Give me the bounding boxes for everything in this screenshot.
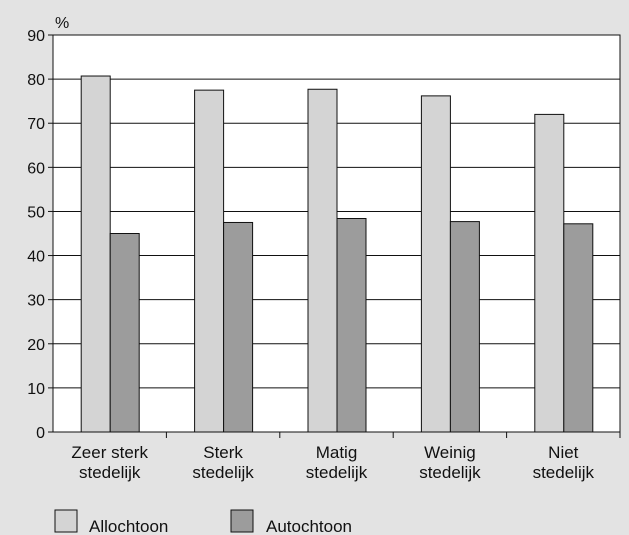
y-tick-label: 10 [27, 381, 45, 398]
legend-swatch-allochtoon [54, 509, 78, 533]
bar-autochtoon [223, 221, 254, 433]
bar-allochtoon [194, 89, 225, 433]
bar-autochtoon [109, 233, 140, 433]
bar-autochtoon [449, 221, 480, 433]
x-category-label: Niet [548, 443, 579, 462]
y-tick-label: 90 [27, 28, 45, 45]
bar-allochtoon [80, 75, 111, 433]
y-tick-label: 60 [27, 160, 45, 177]
bar-allochtoon [307, 88, 338, 433]
x-category-label: stedelijk [533, 463, 595, 482]
bar-autochtoon [563, 223, 594, 433]
bar-autochtoon [336, 218, 367, 433]
bar-allochtoon [534, 113, 565, 433]
y-tick-label: 0 [36, 425, 45, 442]
plot-frame [52, 34, 621, 433]
x-category-label: Matig [316, 443, 358, 462]
legend-label-autochtoon: Autochtoon [266, 517, 352, 535]
x-category-label: Weinig [424, 443, 476, 462]
legend-swatch-autochtoon [230, 509, 254, 533]
x-category-label: stedelijk [419, 463, 481, 482]
x-category-label: stedelijk [306, 463, 368, 482]
x-category-label: stedelijk [192, 463, 254, 482]
y-axis-unit: % [55, 15, 69, 32]
y-tick-label: 20 [27, 337, 45, 354]
x-category-label: Zeer sterk [71, 443, 148, 462]
y-tick-label: 80 [27, 72, 45, 89]
y-tick-label: 50 [27, 204, 45, 221]
x-axis-labels: Zeer sterkstedelijkSterkstedelijkMatigst… [71, 432, 621, 482]
legend-label-allochtoon: Allochtoon [89, 517, 168, 535]
legend: Allochtoon Autochtoon [54, 509, 352, 535]
y-tick-label: 30 [27, 293, 45, 310]
y-tick-label: 70 [27, 116, 45, 133]
y-tick-label: 40 [27, 249, 45, 266]
x-category-label: stedelijk [79, 463, 141, 482]
x-category-label: Sterk [203, 443, 243, 462]
y-axis-ticks: 0 10 20 30 40 50 60 70 80 90 [27, 28, 53, 442]
bar-allochtoon [420, 95, 451, 433]
bars [80, 75, 594, 433]
